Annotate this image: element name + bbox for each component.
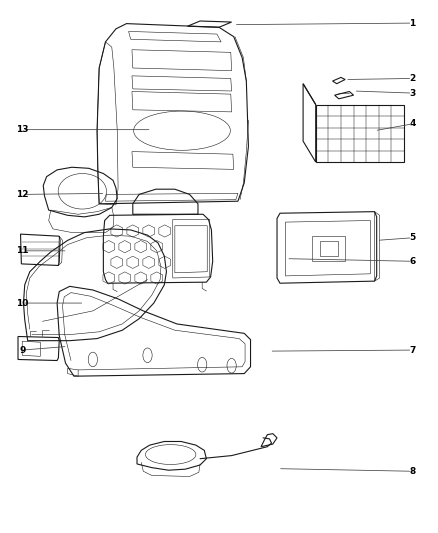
Text: 13: 13 [16, 125, 28, 134]
Text: 6: 6 [409, 257, 416, 266]
Text: 3: 3 [409, 88, 416, 98]
Text: 4: 4 [409, 119, 416, 128]
Text: 9: 9 [19, 345, 25, 354]
Text: 12: 12 [16, 190, 28, 199]
Text: 5: 5 [409, 233, 416, 243]
Text: 1: 1 [409, 19, 416, 28]
Text: 10: 10 [16, 298, 28, 308]
Text: 7: 7 [409, 345, 416, 354]
Text: 2: 2 [409, 74, 416, 83]
Text: 11: 11 [16, 246, 28, 255]
Text: 8: 8 [409, 467, 416, 476]
